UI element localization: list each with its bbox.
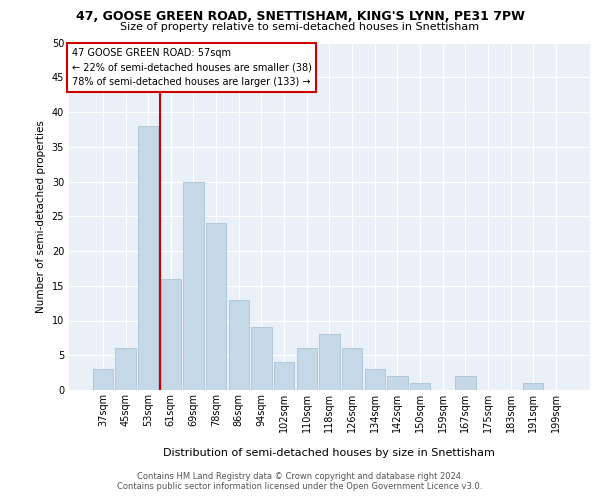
Bar (161, 279, 181, 390)
Bar (251, 328, 272, 390)
Bar (319, 334, 340, 390)
Y-axis label: Number of semi-detached properties: Number of semi-detached properties (36, 120, 46, 312)
Text: Contains public sector information licensed under the Open Government Licence v3: Contains public sector information licen… (118, 482, 482, 491)
Bar (365, 369, 385, 390)
Bar (183, 182, 203, 390)
Text: 47 GOOSE GREEN ROAD: 57sqm
← 22% of semi-detached houses are smaller (38)
78% of: 47 GOOSE GREEN ROAD: 57sqm ← 22% of semi… (71, 48, 311, 88)
Text: Distribution of semi-detached houses by size in Snettisham: Distribution of semi-detached houses by … (163, 448, 496, 458)
Bar (410, 383, 430, 390)
Bar (455, 376, 476, 390)
Bar (387, 376, 407, 390)
Bar (115, 348, 136, 390)
Bar (523, 383, 544, 390)
Bar (138, 126, 158, 390)
Bar (274, 362, 294, 390)
Text: Size of property relative to semi-detached houses in Snettisham: Size of property relative to semi-detach… (121, 22, 479, 32)
Bar (92, 369, 113, 390)
Bar (206, 223, 226, 390)
Text: 47, GOOSE GREEN ROAD, SNETTISHAM, KING'S LYNN, PE31 7PW: 47, GOOSE GREEN ROAD, SNETTISHAM, KING'S… (76, 10, 524, 23)
Bar (229, 300, 249, 390)
Text: Contains HM Land Registry data © Crown copyright and database right 2024.: Contains HM Land Registry data © Crown c… (137, 472, 463, 481)
Bar (342, 348, 362, 390)
Bar (296, 348, 317, 390)
